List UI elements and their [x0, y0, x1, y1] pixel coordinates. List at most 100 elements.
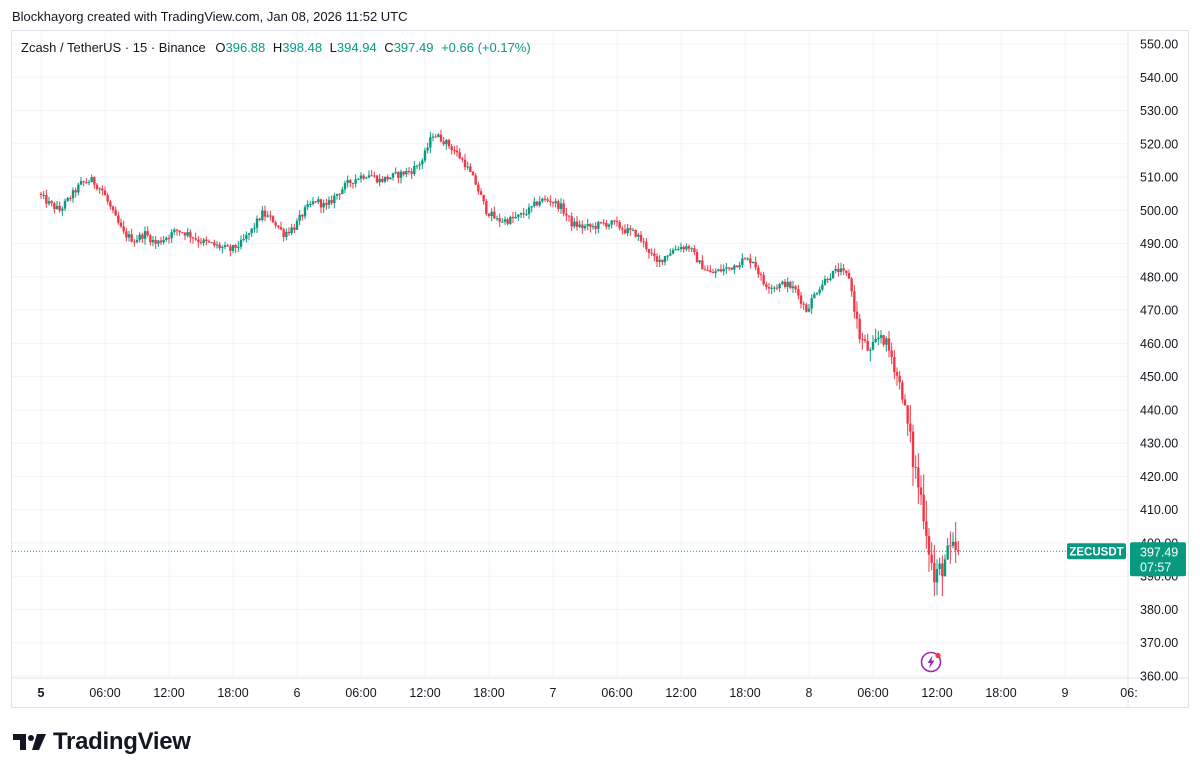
candle-body	[183, 232, 187, 236]
candle-body	[525, 214, 528, 216]
candle-body	[871, 341, 875, 350]
candle-body	[253, 227, 256, 229]
candle-body	[695, 251, 699, 263]
candle-body	[453, 150, 456, 152]
tradingview-brand[interactable]: TradingView	[13, 728, 191, 756]
candle-body	[269, 215, 272, 217]
candle-body	[549, 200, 552, 203]
candle-body	[935, 568, 939, 583]
candle-body	[130, 234, 133, 242]
candle-body	[173, 229, 176, 233]
last-price-tag[interactable]	[1130, 542, 1186, 577]
candle-body	[349, 180, 352, 183]
price-tick-label: 430.00	[1140, 437, 1178, 451]
candle-body	[802, 303, 805, 305]
candle-body	[610, 220, 613, 225]
candle-body	[578, 224, 581, 227]
candle-body	[546, 199, 549, 201]
candle-body	[431, 136, 435, 138]
candle-body	[839, 268, 843, 273]
last-price-value: 397.49	[1140, 545, 1178, 559]
candle-body	[661, 259, 664, 263]
candle-body	[589, 224, 592, 227]
time-tick-label: 06:00	[345, 686, 376, 700]
candle-body	[845, 270, 848, 274]
candle-body	[381, 178, 384, 182]
candle-body	[783, 281, 787, 287]
candle-body	[815, 293, 819, 295]
price-tick-label: 500.00	[1140, 204, 1178, 218]
candle-body	[634, 229, 637, 237]
candle-body	[197, 239, 200, 243]
candle-body	[333, 195, 336, 204]
candle-body	[250, 228, 253, 234]
candle-body	[874, 339, 877, 342]
candle-body	[954, 541, 957, 551]
candle-body	[170, 232, 173, 239]
open-value: 396.88	[225, 40, 266, 55]
candle-body	[519, 213, 523, 215]
candle-body	[813, 294, 816, 299]
candle-body	[290, 227, 293, 234]
candle-body	[127, 234, 131, 238]
candle-body	[775, 287, 779, 289]
candle-body	[717, 269, 720, 272]
time-tick-label: 06:00	[601, 686, 632, 700]
candle-body	[647, 249, 651, 254]
price-tick-label: 520.00	[1140, 137, 1178, 151]
candle-body	[591, 225, 595, 227]
candle-body	[943, 559, 947, 577]
candle-body	[645, 241, 648, 250]
candle-body	[917, 467, 920, 488]
candle-body	[599, 222, 603, 224]
candle-body	[87, 182, 91, 184]
candle-body	[949, 545, 952, 547]
candle-body	[365, 177, 368, 179]
candle-body	[362, 175, 365, 179]
candle-body	[271, 216, 275, 223]
candle-body	[143, 231, 147, 239]
high-value: 398.48	[282, 40, 323, 55]
candle-body	[837, 268, 840, 273]
candle-body	[226, 245, 229, 247]
candle-body	[343, 183, 347, 190]
candle-body	[71, 190, 75, 199]
candle-body	[213, 242, 216, 246]
candle-body	[690, 248, 693, 250]
candle-body	[386, 176, 389, 180]
symbol-label[interactable]: Zcash / TetherUS · 15 · Binance	[21, 40, 206, 55]
candle-body	[146, 231, 149, 236]
open-label: O	[215, 40, 226, 55]
time-tick-label: 9	[1062, 686, 1069, 700]
candle-body	[53, 203, 56, 209]
candle-body	[509, 216, 512, 224]
candle-body	[415, 165, 419, 167]
symbol-tag[interactable]	[1067, 543, 1126, 560]
candle-body	[602, 222, 605, 224]
candle-body	[951, 541, 955, 546]
candle-body	[906, 405, 909, 424]
candle-body	[714, 271, 717, 273]
candle-body	[738, 264, 741, 268]
lightning-icon[interactable]	[920, 651, 942, 673]
candle-body	[437, 134, 440, 138]
candle-body	[133, 241, 136, 243]
candle-body	[351, 182, 355, 184]
price-tick-label: 550.00	[1140, 38, 1178, 52]
candle-body	[757, 267, 760, 275]
candle-body	[893, 356, 896, 372]
candle-body	[149, 235, 152, 243]
candle-body	[919, 487, 923, 495]
candle-body	[698, 260, 701, 263]
candle-body	[47, 201, 51, 204]
candle-body	[74, 190, 77, 193]
candle-body	[45, 194, 48, 204]
candle-body	[677, 248, 680, 250]
price-tick-label: 510.00	[1140, 171, 1178, 185]
candle-body	[279, 226, 283, 230]
candle-body	[573, 221, 576, 227]
price-tick-label: 360.00	[1140, 670, 1178, 684]
time-tick-label: 06:00	[89, 686, 120, 700]
candle-body	[141, 234, 144, 239]
